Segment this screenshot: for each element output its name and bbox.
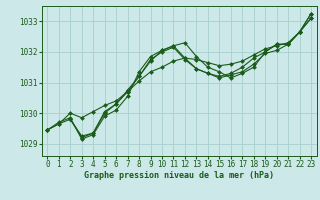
X-axis label: Graphe pression niveau de la mer (hPa): Graphe pression niveau de la mer (hPa) (84, 171, 274, 180)
